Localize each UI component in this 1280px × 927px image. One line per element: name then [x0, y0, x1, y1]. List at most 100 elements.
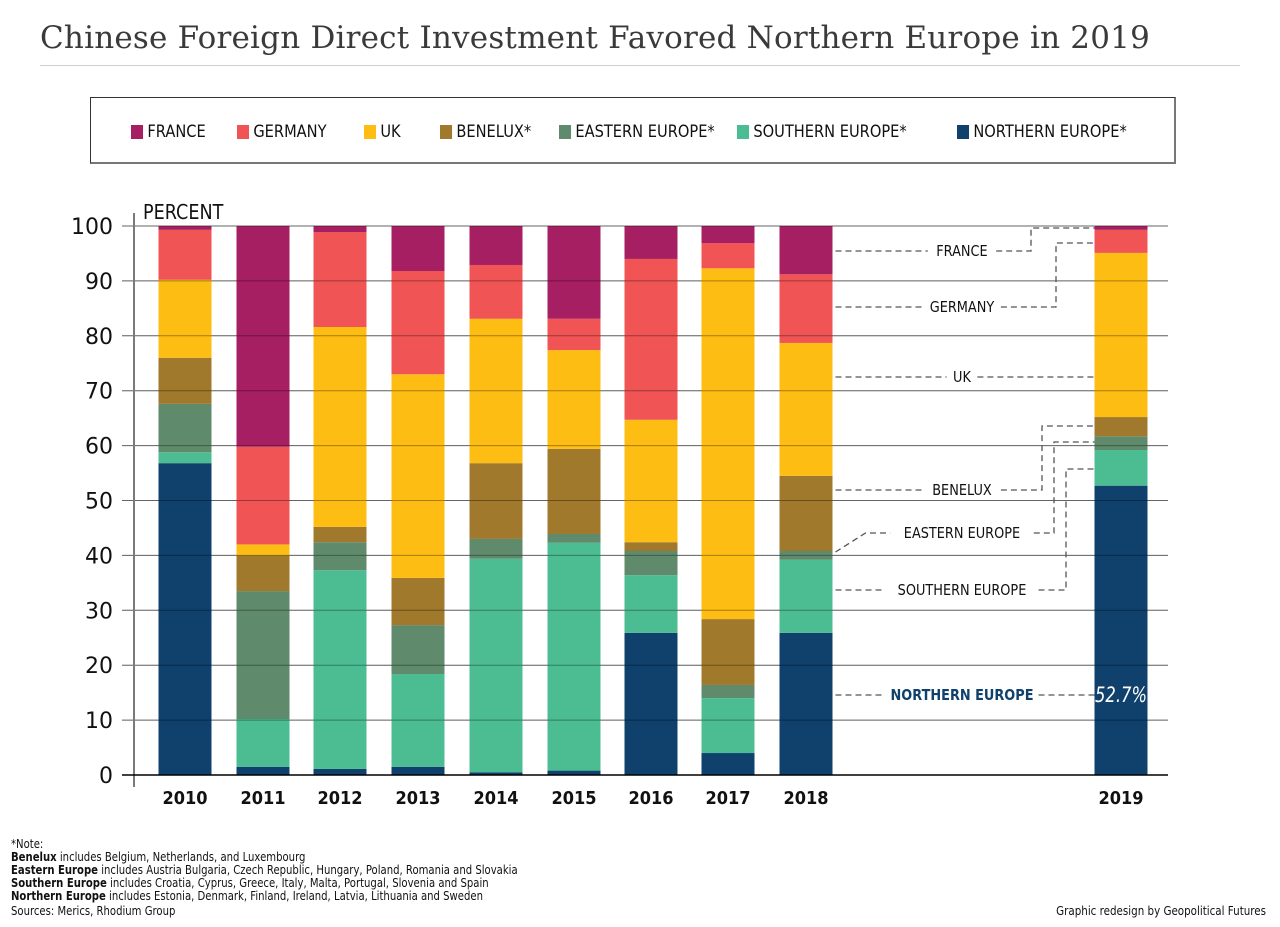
legend-label-northern-europe: NORTHERN EUROPE*	[973, 122, 1127, 142]
bar-segment-uk	[236, 544, 290, 556]
notes-heading: *Note:	[11, 837, 44, 851]
note-term: Eastern Europe	[11, 863, 99, 877]
y-tick-label: 0	[99, 764, 113, 789]
bar-segment-france	[624, 226, 678, 259]
bar-segment-france	[779, 226, 833, 275]
bar-segment-eastern-europe	[547, 533, 601, 543]
legend-item-germany: GERMANY	[237, 122, 327, 142]
bar-segment-northern-europe	[313, 768, 367, 775]
chart-title: Chinese Foreign Direct Investment Favore…	[40, 20, 1150, 56]
legend-swatch-benelux	[440, 125, 453, 139]
legend-swatch-northern-europe	[957, 125, 970, 139]
leader-line	[1038, 468, 1095, 591]
annotation-label: GERMANY	[930, 299, 995, 316]
legend-swatch-uk	[364, 125, 377, 139]
note-northern-europe: Northern Europe includes Estonia, Denmar…	[11, 890, 518, 903]
y-axis-label: PERCENT	[143, 202, 224, 224]
legend-item-southern-europe: SOUTHERN EUROPE*	[737, 122, 907, 142]
bar-segment-northern-europe	[547, 770, 601, 775]
annotation-label: UK	[953, 369, 972, 386]
bar-segment-northern-europe	[469, 772, 523, 775]
bar-segment-southern-europe	[1094, 449, 1148, 486]
credit: Graphic redesign by Geopolitical Futures	[1056, 904, 1266, 918]
bar-segment-southern-europe	[779, 559, 833, 633]
bar-segment-france	[236, 226, 290, 447]
bar-segment-france	[313, 226, 367, 233]
note-text: includes Estonia, Denmark, Finland, Irel…	[105, 889, 483, 903]
y-tick-label: 30	[85, 599, 113, 624]
bar-segment-eastern-europe	[624, 551, 678, 576]
legend-swatch-eastern-europe	[559, 125, 572, 139]
title-divider	[40, 65, 1240, 66]
bar-segment-northern-europe	[701, 753, 755, 775]
y-tick-label: 70	[85, 380, 113, 405]
bar-segment-eastern-europe	[701, 684, 755, 699]
gridlines-overlay	[122, 225, 1168, 721]
bar-segment-france	[1094, 226, 1148, 230]
bar-segment-france	[469, 226, 523, 265]
bar-segment-france	[158, 226, 212, 230]
legend: FRANCE GERMANY UK BENELUX* EASTERN EUROP…	[90, 97, 1176, 164]
x-tick-label: 2010	[162, 788, 207, 809]
bar-segment-benelux	[547, 448, 601, 534]
annotations: FRANCE GERMANY UK BENELUX EASTERN EUROPE SOUT…	[835, 227, 1147, 708]
bar-segment-germany	[1094, 229, 1148, 253]
note-text: includes Croatia, Cyprus, Greece, Italy,…	[106, 876, 489, 890]
bar-segment-uk	[313, 327, 367, 527]
y-tick-label: 80	[85, 325, 113, 350]
legend-label-benelux: BENELUX*	[456, 122, 532, 142]
bar-segment-germany	[236, 446, 290, 545]
x-tick-label: 2019	[1098, 788, 1143, 809]
bar-segment-uk	[779, 342, 833, 476]
legend-label-germany: GERMANY	[253, 122, 327, 142]
bar-segment-eastern-europe	[1094, 436, 1148, 450]
bar-segment-southern-europe	[624, 575, 678, 633]
bar-segment-southern-europe	[701, 698, 755, 754]
legend-item-benelux: BENELUX*	[440, 122, 531, 142]
notes: *Note: Benelux includes Belgium, Netherl…	[11, 838, 518, 918]
bar-segment-eastern-europe	[313, 542, 367, 571]
bar-segment-benelux	[236, 555, 290, 592]
note-southern-europe: Southern Europe includes Croatia, Cyprus…	[11, 877, 518, 890]
y-tick-label: 50	[85, 490, 113, 515]
legend-label-france: FRANCE	[147, 122, 206, 142]
x-tick-label: 2011	[240, 788, 285, 809]
bar-segment-germany	[624, 258, 678, 420]
bar-segment-southern-europe	[236, 719, 290, 767]
bar-segment-southern-europe	[469, 558, 523, 773]
bar-segment-france	[391, 226, 445, 272]
bar-segment-germany	[779, 274, 833, 343]
bar-segment-germany	[701, 243, 755, 269]
stacked-bar-chart: FRANCE GERMANY UK BENELUX EASTERN EUROPE SOUT…	[71, 202, 1168, 809]
bar-segment-benelux	[779, 475, 833, 552]
leader-line	[1000, 425, 1095, 491]
bar-segment-benelux	[701, 619, 755, 685]
bar-segment-northern-europe	[236, 766, 290, 775]
bar-segment-benelux	[1094, 417, 1148, 437]
legend-item-uk: UK	[364, 122, 401, 142]
bar-segment-northern-europe	[158, 463, 212, 775]
bar-segment-germany	[158, 229, 212, 280]
x-tick-label: 2012	[317, 788, 362, 809]
value-label-2019: 52.7%	[1095, 684, 1147, 707]
axes: 0 10 20 30 40 50 60 70 80 90 100 PERCENT 2010 2011 201…	[71, 202, 1168, 809]
note-benelux: Benelux includes Belgium, Netherlands, a…	[11, 851, 518, 864]
bar-segment-eastern-europe	[779, 551, 833, 560]
y-tick-label: 20	[85, 654, 113, 679]
bar-segment-southern-europe	[391, 673, 445, 767]
bar-segment-northern-europe	[391, 766, 445, 775]
leader-line	[835, 532, 891, 553]
y-tick-label: 60	[85, 435, 113, 460]
bar-segment-eastern-europe	[158, 403, 212, 453]
bar-segment-northern-europe	[1094, 485, 1148, 775]
bar-segment-uk	[624, 419, 678, 543]
legend-item-northern-europe: NORTHERN EUROPE*	[957, 122, 1127, 142]
bar-segment-uk	[547, 350, 601, 449]
bar-segment-germany	[313, 232, 367, 328]
bar-segment-uk	[158, 279, 212, 358]
bar-segment-uk	[469, 318, 523, 464]
x-tick-label: 2015	[551, 788, 596, 809]
leader-line	[996, 227, 1095, 252]
bar-segment-france	[701, 226, 755, 244]
annotation-label: BENELUX	[932, 482, 992, 499]
